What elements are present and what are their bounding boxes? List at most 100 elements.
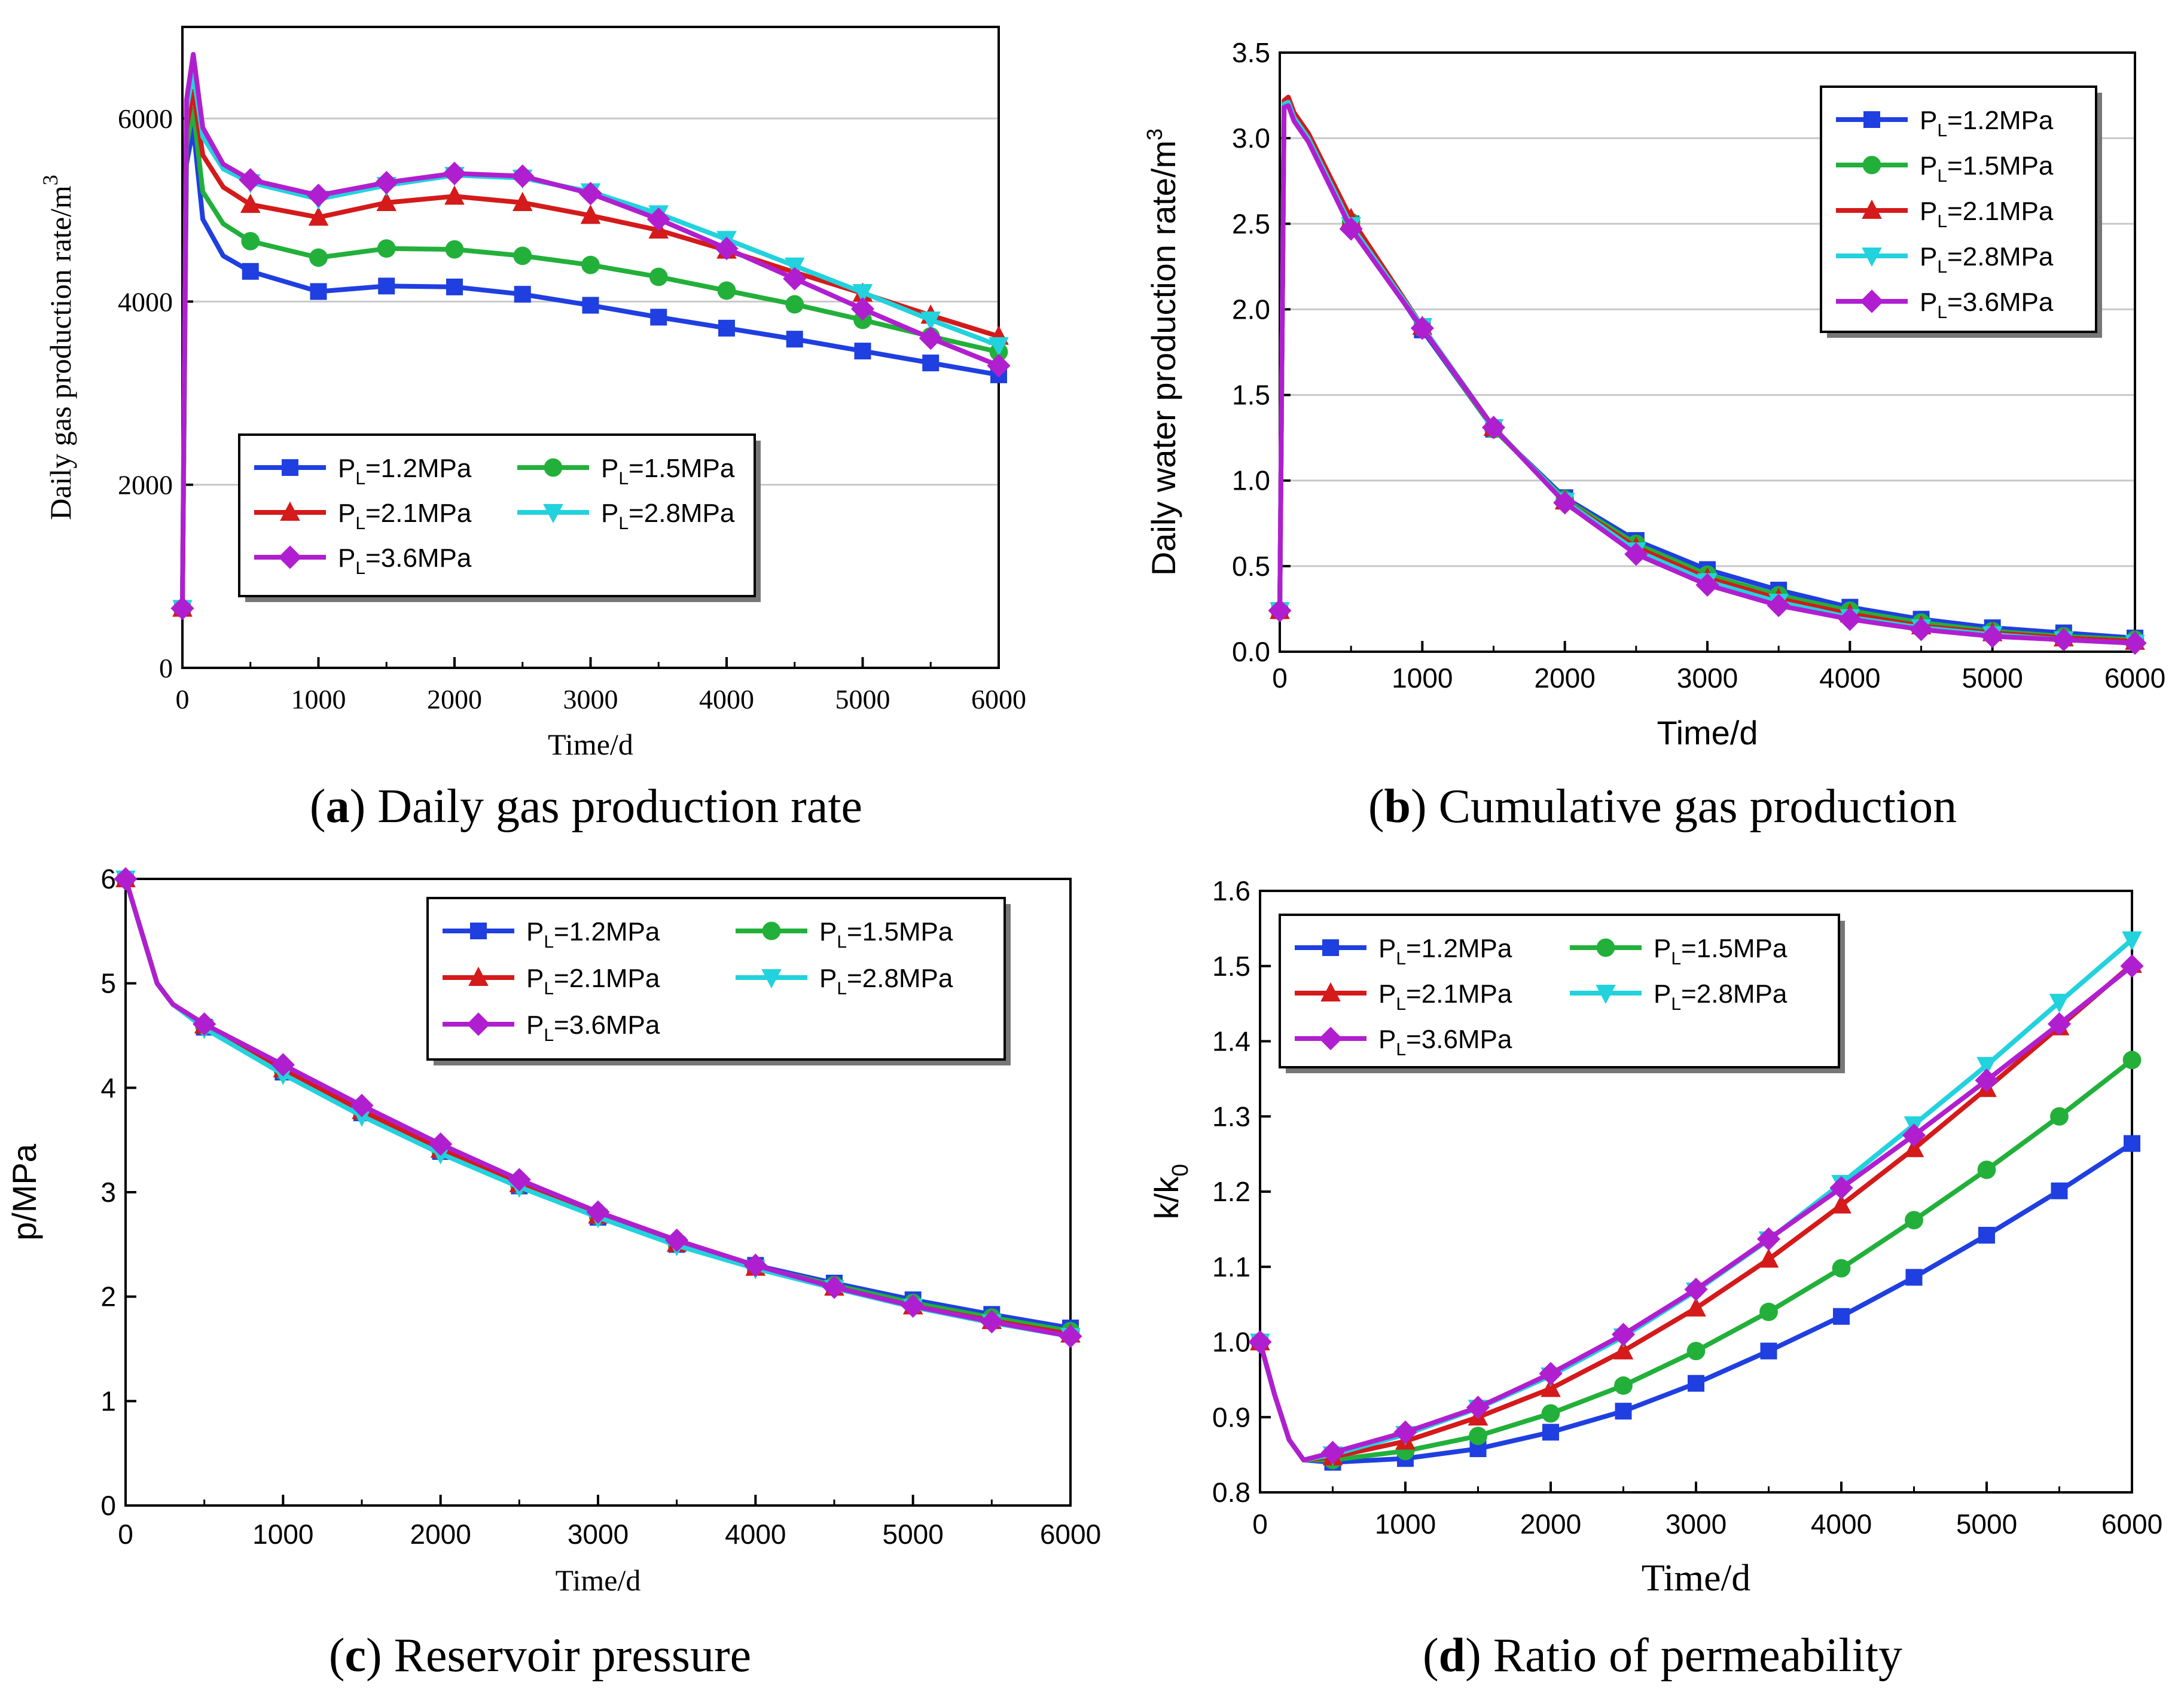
data-point (1466, 1395, 1490, 1419)
data-point (444, 185, 465, 205)
y-tick-label: 1.3 (1212, 1101, 1250, 1132)
x-tick-label: 6000 (1040, 1519, 1101, 1550)
legend-entry-rest: =3.6MPa (365, 543, 472, 573)
y-tick-label: 2000 (118, 470, 173, 500)
legend-marker (468, 966, 489, 986)
data-point (901, 1294, 925, 1318)
legend-entry-rest: =1.2MPa (554, 917, 660, 946)
data-point (193, 1012, 216, 1036)
caption-open-paren: ( (329, 1629, 345, 1682)
y-axis-label-text: Daily gas production rate/m (44, 185, 77, 520)
data-point (1904, 1138, 1924, 1158)
legend-box (1279, 914, 1840, 1068)
data-point (743, 1253, 767, 1277)
data-point (1410, 316, 1434, 340)
data-point (1539, 1361, 1563, 1385)
y-tick-label: 4000 (118, 286, 173, 317)
data-point (513, 246, 532, 265)
data-point (1688, 1375, 1704, 1392)
x-axis-label: Time/d (1642, 1556, 1751, 1599)
data-point (786, 331, 803, 348)
y-tick-label: 3.0 (1232, 123, 1270, 154)
chart-panel-c: 0 1000 2000 3000 4000 5000 6000 0 1 2 3 4 5 6 Time/d p/… (5, 863, 1101, 1597)
y-axis-label-sub: 0 (1168, 1164, 1193, 1177)
data-point (511, 164, 535, 188)
data-point (1339, 217, 1363, 241)
legend-marker (1320, 982, 1341, 1001)
x-tick-label: 3000 (1666, 1508, 1727, 1540)
caption-close-paren: ) (1411, 780, 1439, 833)
data-point (922, 355, 940, 372)
data-point (1905, 1211, 1923, 1230)
data-point (2049, 994, 2070, 1013)
data-point (1758, 1248, 1779, 1268)
x-tick-label: 0 (118, 1519, 133, 1550)
caption-letter: a (326, 780, 350, 833)
y-axis-label: Daily water production rate/m3 (1142, 129, 1182, 576)
data-point (1695, 573, 1719, 597)
legend-entry: PL=1.2MPa (1378, 934, 1512, 969)
data-point (1248, 1330, 1272, 1354)
legend-entry-rest: =1.5MPa (629, 454, 735, 483)
legend-marker (282, 459, 298, 476)
data-point (512, 191, 533, 212)
data-point (1542, 1424, 1559, 1441)
data-point (376, 191, 397, 212)
legend-entry-main: P (338, 543, 355, 573)
y-tick-label: 6 (100, 863, 116, 894)
legend-entry-rest: =1.5MPa (1681, 934, 1788, 963)
caption-letter: c (344, 1629, 366, 1682)
caption-text: Ratio of permeability (1493, 1629, 1902, 1682)
data-point (1977, 1161, 1996, 1179)
legend-entry-rest: =1.5MPa (847, 917, 953, 946)
legend-entry-sub: L (355, 558, 365, 578)
legend-entry-rest: =2.8MPa (1681, 979, 1788, 1009)
data-point (1838, 607, 1862, 631)
data-point (514, 286, 531, 303)
y-tick-label: 3.5 (1232, 37, 1270, 68)
data-point (1541, 1378, 1561, 1397)
legend-entry-main: P (1378, 1025, 1396, 1054)
legend-box (238, 433, 756, 597)
data-point (1268, 598, 1292, 622)
data-point (854, 343, 871, 360)
data-point (1767, 594, 1790, 618)
caption-close-paren: ) (366, 1629, 394, 1682)
data-point (1832, 1259, 1851, 1278)
legend-entry: PL=1.2MPa (338, 454, 472, 488)
x-tick-label: 4000 (1811, 1508, 1872, 1540)
data-point (446, 278, 463, 295)
x-axis-label: Time/d (548, 728, 633, 761)
data-point (241, 231, 260, 251)
data-point (580, 204, 601, 224)
y-tick-label: 1 (100, 1385, 116, 1416)
legend-entry-main: P (338, 499, 355, 528)
data-point (1975, 1068, 1999, 1092)
legend-entry-sub: L (1937, 212, 1947, 231)
legend-entry-sub: L (355, 514, 365, 533)
y-tick-label: 1.5 (1232, 380, 1270, 411)
data-point (1686, 1342, 1706, 1360)
legend-entry: PL=2.1MPa (526, 964, 660, 998)
x-tick-label: 5000 (1962, 662, 2023, 694)
caption-text: Daily gas production rate (377, 780, 862, 833)
x-tick-label: 3000 (563, 684, 618, 714)
data-point (1909, 618, 1933, 642)
legend-entry-sub: L (1396, 994, 1406, 1014)
y-axis-label-text: k/k (1148, 1176, 1185, 1220)
legend-entry-main: P (819, 917, 837, 946)
legend-entry-sub: L (837, 979, 847, 998)
caption-close-paren: ) (1465, 1629, 1493, 1682)
data-point (240, 193, 261, 213)
data-point (1684, 1277, 1708, 1302)
data-point (1905, 1269, 1923, 1286)
data-point (1611, 1323, 1636, 1346)
x-tick-label: 5000 (1956, 1508, 2017, 1540)
data-point (715, 237, 739, 261)
data-point (783, 267, 807, 291)
data-point (1541, 1404, 1560, 1423)
legend-marker (544, 458, 563, 477)
y-tick-label: 0 (100, 1490, 116, 1521)
x-tick-label: 2000 (410, 1519, 471, 1550)
